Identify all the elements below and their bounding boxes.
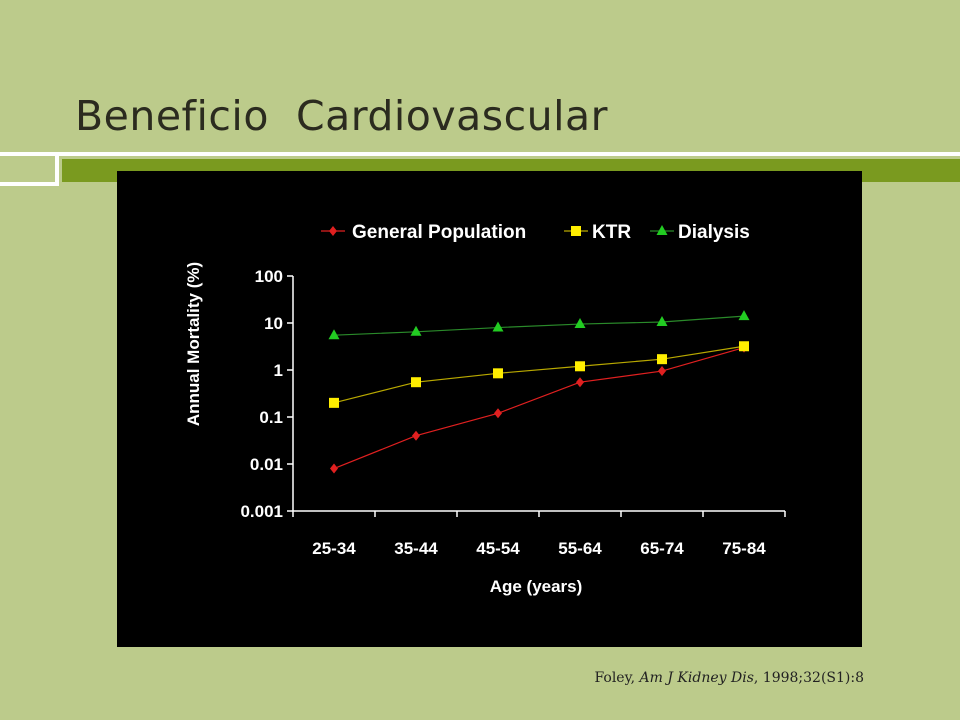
data-point-square — [575, 361, 585, 372]
data-point-square — [329, 397, 339, 408]
data-point-triangle — [328, 329, 340, 340]
x-tick-label: 25-34 — [312, 539, 356, 558]
y-tick-label: 0.1 — [259, 408, 283, 427]
series-line — [333, 346, 745, 470]
legend-label: General Population — [352, 222, 526, 243]
data-point-diamond — [494, 408, 502, 419]
data-point-square — [657, 354, 667, 365]
data-point-square — [493, 368, 503, 379]
data-point-triangle — [738, 310, 750, 321]
series-line — [333, 315, 745, 336]
citation: Foley, Am J Kidney Dis, 1998;32(S1):8 — [594, 670, 864, 686]
legend-label: KTR — [592, 222, 631, 243]
x-tick-label: 35-44 — [394, 539, 438, 558]
data-point-triangle — [574, 318, 586, 329]
divider-line-bottom — [0, 182, 55, 186]
y-axis-label: Annual Mortality (%) — [184, 262, 203, 426]
data-point-square — [571, 226, 581, 236]
data-point-diamond — [658, 366, 666, 377]
chart-legend: General Population KTR Dialysis — [321, 222, 750, 243]
data-point-diamond — [330, 463, 338, 474]
x-tick-label: 65-74 — [640, 539, 684, 558]
citation-details: , 1998;32(S1):8 — [753, 670, 864, 686]
x-axis-label: Age (years) — [490, 577, 583, 596]
legend-label: Dialysis — [678, 222, 750, 243]
data-point-triangle — [410, 325, 422, 336]
chart-panel: General Population KTR Dialysis 0.001 0.01 0… — [117, 171, 862, 647]
slide-title: Beneficio Cardiovascular — [75, 92, 609, 140]
x-tick-label: 75-84 — [722, 539, 766, 558]
y-tick-label: 0.001 — [240, 502, 283, 521]
data-point-diamond — [329, 226, 337, 236]
data-point-triangle — [656, 225, 668, 235]
y-tick-label: 1 — [274, 361, 283, 380]
data-point-square — [739, 341, 749, 352]
divider-line-top — [0, 152, 960, 156]
x-tick-label: 45-54 — [476, 539, 520, 558]
y-tick-label: 100 — [255, 267, 283, 286]
data-point-triangle — [656, 316, 668, 327]
data-point-diamond — [576, 377, 584, 388]
citation-journal: Am J Kidney Dis — [639, 670, 754, 686]
chart-axes: 0.001 0.01 0.1 1 10 100 25-34 35-44 45-54 55-64 65… — [240, 267, 786, 558]
data-point-square — [411, 377, 421, 388]
citation-author: Foley, — [594, 670, 640, 686]
series-line — [333, 345, 745, 404]
y-tick-label: 10 — [264, 314, 283, 333]
divider-separator — [55, 152, 59, 186]
chart-series — [328, 310, 750, 474]
data-point-diamond — [412, 430, 420, 441]
x-tick-label: 55-64 — [558, 539, 602, 558]
mortality-chart: General Population KTR Dialysis 0.0010.010… — [184, 222, 786, 596]
y-tick-label: 0.01 — [250, 455, 283, 474]
data-point-triangle — [492, 321, 504, 332]
